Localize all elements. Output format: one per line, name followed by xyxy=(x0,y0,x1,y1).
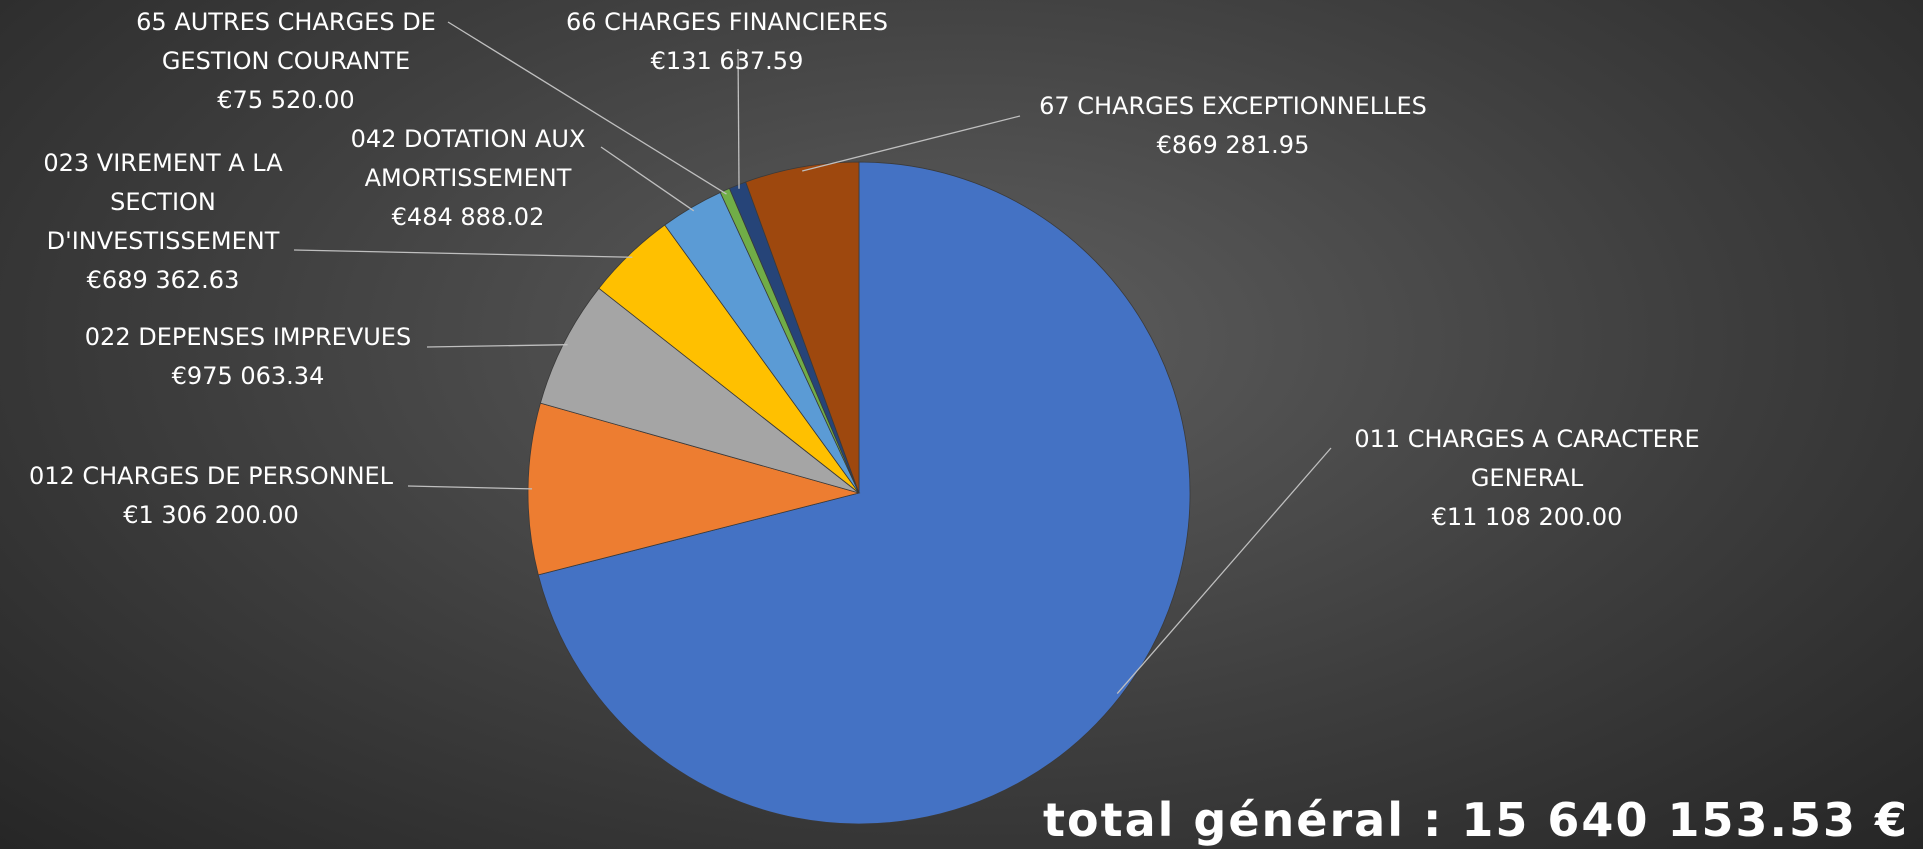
slice-name: 65 AUTRES CHARGES DE GESTION COURANTE xyxy=(136,8,436,75)
slice-label: 66 CHARGES FINANCIERES €131 637.59 xyxy=(537,3,917,81)
leader-line xyxy=(802,115,1021,172)
slice-value: €484 888.02 xyxy=(391,203,545,231)
slice-label: 042 DOTATION AUX AMORTISSEMENT €484 888.0… xyxy=(338,120,598,237)
total-label: total général : 15 640 153.53 € xyxy=(1043,793,1909,847)
leader-line xyxy=(426,344,568,348)
leader-line xyxy=(407,485,533,490)
slice-name: 012 CHARGES DE PERSONNEL xyxy=(28,462,394,490)
slice-value: €1 306 200.00 xyxy=(123,501,299,529)
slice-name: 042 DOTATION AUX AMORTISSEMENT xyxy=(350,125,586,192)
slice-value: €75 520.00 xyxy=(217,86,355,114)
slice-name: 66 CHARGES FINANCIERES xyxy=(566,8,888,36)
slice-label: 011 CHARGES A CARACTERE GENERAL €11 108 2… xyxy=(1337,420,1717,537)
slice-label: 023 VIREMENT A LA SECTION D'INVESTISSEME… xyxy=(13,144,313,300)
leader-line xyxy=(447,21,727,195)
pie-slice xyxy=(537,161,1191,825)
slice-name: 67 CHARGES EXCEPTIONNELLES xyxy=(1039,92,1427,120)
slice-name: 022 DEPENSES IMPREVUES xyxy=(84,323,412,351)
slice-value: €869 281.95 xyxy=(1156,131,1310,159)
leader-line xyxy=(1116,447,1332,695)
leader-line xyxy=(293,249,633,258)
slice-label: 012 CHARGES DE PERSONNEL €1 306 200.00 xyxy=(1,457,421,535)
leader-line xyxy=(600,146,695,212)
slice-value: €11 108 200.00 xyxy=(1431,503,1623,531)
pie-slice xyxy=(745,161,860,494)
pie-slice xyxy=(539,287,860,494)
slice-label: 67 CHARGES EXCEPTIONNELLES €869 281.95 xyxy=(1018,87,1448,165)
slice-value: €975 063.34 xyxy=(171,362,325,390)
slice-name: 023 VIREMENT A LA SECTION D'INVESTISSEME… xyxy=(43,149,283,255)
slice-label: 022 DEPENSES IMPREVUES €975 063.34 xyxy=(58,318,438,396)
slice-label: 65 AUTRES CHARGES DE GESTION COURANTE €75… xyxy=(106,3,466,120)
leader-line xyxy=(737,48,740,189)
slice-value: €131 637.59 xyxy=(650,47,804,75)
slice-value: €689 362.63 xyxy=(86,266,240,294)
slice-name: 011 CHARGES A CARACTERE GENERAL xyxy=(1354,425,1700,492)
